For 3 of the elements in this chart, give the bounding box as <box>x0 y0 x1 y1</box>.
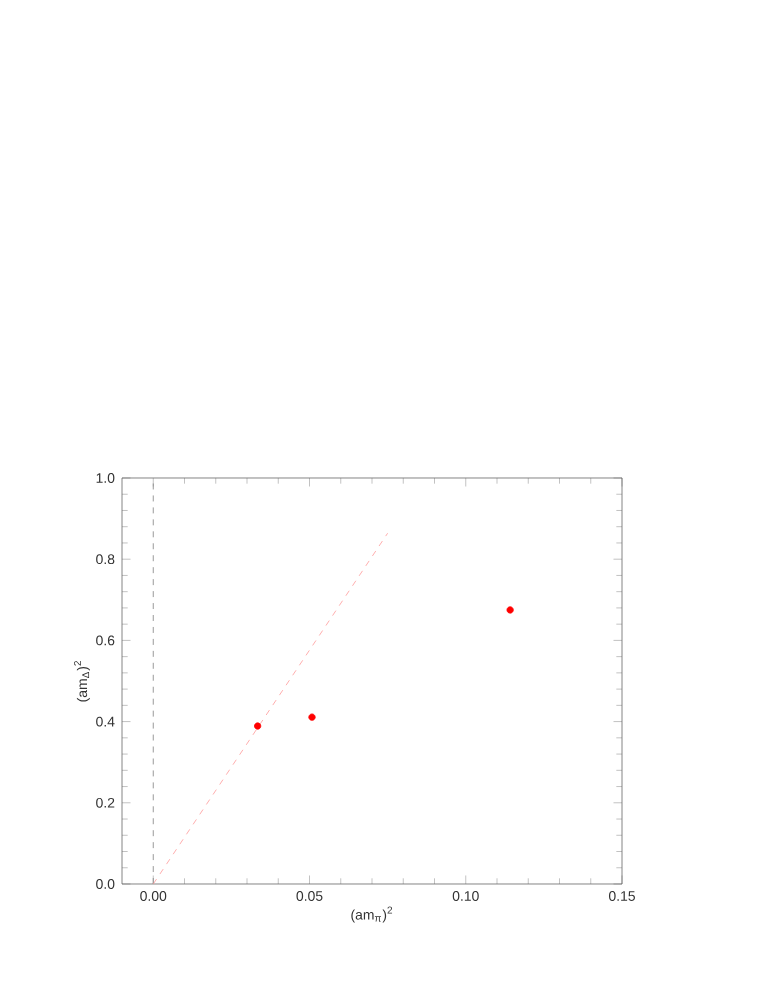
point <box>254 722 262 730</box>
point <box>506 606 514 614</box>
point <box>308 713 316 721</box>
